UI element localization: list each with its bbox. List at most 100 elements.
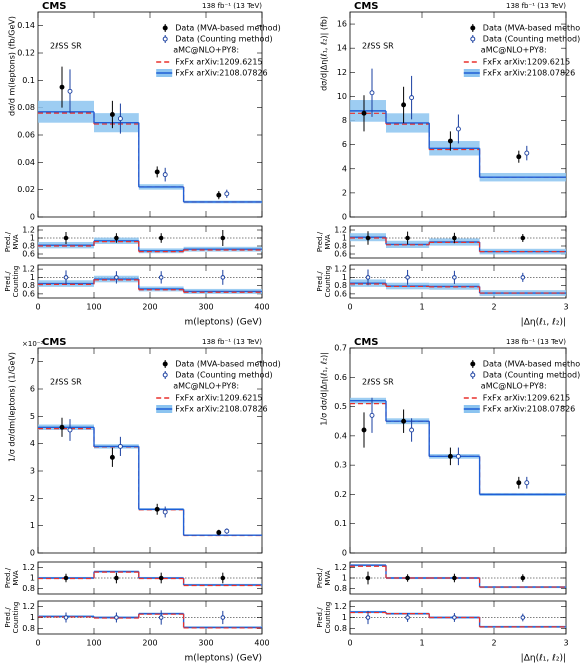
- data-point: [361, 427, 367, 433]
- y-tick-label: 0: [342, 213, 347, 222]
- x-tick-label: 3: [563, 303, 568, 312]
- ratio-data-point: [405, 615, 410, 620]
- y-axis-title: 1/σ dσ/dm(leptons) (1/GeV): [8, 352, 17, 462]
- data-point: [59, 424, 65, 430]
- ratio-data-point: [520, 615, 526, 620]
- x-tick-label: 0: [35, 639, 40, 648]
- ratio-y-title: MVA: [324, 570, 332, 585]
- lumi-label: 138 fb⁻¹ (13 TeV): [506, 338, 566, 346]
- data-point: [455, 126, 461, 132]
- x-tick-label: 2: [491, 639, 496, 648]
- legend-key: [162, 372, 168, 378]
- y-tick-label: 1: [30, 234, 35, 243]
- y-tick-label: 2: [30, 494, 35, 503]
- legend-label: FxFx arXiv:2108.07826: [175, 69, 267, 78]
- y-tick-label: 16: [337, 20, 347, 29]
- x-tick-label: 200: [142, 639, 157, 648]
- y-tick-label: 0.6: [22, 250, 35, 259]
- y-tick-label: 0.08: [17, 103, 35, 112]
- plot-frame: [349, 225, 567, 259]
- data-point: [369, 90, 375, 96]
- data-point: [409, 427, 415, 433]
- y-tick-label: 0.6: [22, 289, 35, 298]
- ratio-y-title: MVA: [12, 234, 20, 249]
- region-label: 2ℓSS SR: [50, 42, 82, 51]
- ratio-y-title: Pred./: [4, 271, 12, 292]
- x-tick-label: 0: [35, 303, 40, 312]
- ratio-y-title: Counting: [12, 266, 20, 298]
- ratio-data-point: [405, 275, 410, 280]
- data-point: [162, 509, 168, 515]
- ratio-data-point: [63, 235, 69, 241]
- y-tick-label: 0.6: [334, 250, 347, 259]
- ratio-data-point: [158, 575, 164, 581]
- cms-label: CMS: [42, 337, 67, 348]
- ratio-data-point: [365, 235, 371, 241]
- ratio-y-title: Counting: [324, 266, 332, 298]
- legend-label: Data (MVA-based method): [175, 360, 281, 369]
- y-tick-label: 0.4: [334, 431, 347, 440]
- y-tick-label: 1.2: [22, 602, 35, 611]
- ratio-data-point: [63, 615, 69, 620]
- ratio-y-title: MVA: [324, 234, 332, 249]
- x-tick-label: 400: [254, 639, 269, 648]
- ratio-data-point: [452, 235, 457, 241]
- x-tick-label: 3: [563, 639, 568, 648]
- data-point: [447, 138, 453, 144]
- axis-multiplier: ×10⁻³: [22, 340, 43, 348]
- data-point: [154, 169, 160, 175]
- y-tick-label: 4: [30, 439, 35, 448]
- legend-key: [162, 25, 168, 31]
- y-tick-label: 0.2: [334, 490, 347, 499]
- legend-label: FxFx arXiv:2108.07826: [175, 405, 267, 414]
- legend-key: [470, 36, 476, 42]
- ratio-y-title: Pred./: [4, 567, 12, 588]
- ratio-data-point: [114, 575, 119, 581]
- ratio-y-title: Pred./: [316, 607, 324, 628]
- y-tick-label: 0.04: [17, 158, 35, 167]
- ratio-data-point: [220, 235, 226, 241]
- y-tick-label: 0.6: [334, 289, 347, 298]
- legend-label: FxFx arXiv:1209.6215: [175, 58, 262, 67]
- y-tick-label: 1: [342, 273, 347, 282]
- data-point: [516, 154, 522, 160]
- ratio-y-title: Pred./: [4, 231, 12, 252]
- y-tick-label: 3: [30, 467, 35, 476]
- legend-header: aMC@NLO+PY8:: [481, 46, 547, 55]
- ratio-data-point: [220, 275, 226, 280]
- x-tick-label: 400: [254, 303, 269, 312]
- x-tick-label: 300: [198, 303, 213, 312]
- y-tick-label: 7: [30, 357, 35, 366]
- data-point: [109, 112, 115, 117]
- y-axis-title: dσ/d|Δη(ℓ₁, ℓ₂)| (fb): [320, 16, 329, 91]
- lumi-label: 138 fb⁻¹ (13 TeV): [506, 2, 566, 10]
- legend-label: Data (MVA-based method): [483, 360, 580, 369]
- ratio-data-point: [520, 235, 526, 241]
- data-point: [67, 88, 73, 94]
- ratio-data-point: [405, 575, 410, 581]
- data-point: [455, 453, 461, 459]
- x-tick-label: 100: [86, 639, 101, 648]
- legend-label: FxFx arXiv:1209.6215: [483, 58, 570, 67]
- y-tick-label: 12: [337, 68, 347, 77]
- y-tick-label: 0.8: [334, 281, 347, 290]
- y-tick-label: 1.2: [334, 265, 347, 274]
- y-tick-label: 0.1: [22, 76, 35, 85]
- y-tick-label: 5: [30, 412, 35, 421]
- legend-label: Data (Counting method): [175, 35, 272, 44]
- region-label: 2ℓSS SR: [362, 42, 394, 51]
- ratio-data-point: [63, 275, 69, 280]
- y-tick-label: 1: [342, 613, 347, 622]
- ratio-data-point: [520, 575, 526, 581]
- legend-label: Data (MVA-based method): [175, 24, 281, 33]
- x-axis-title: |Δη(ℓ₁, ℓ₂)|: [521, 318, 566, 328]
- y-tick-label: 1: [30, 574, 35, 583]
- data-point: [216, 530, 222, 535]
- data-point: [224, 528, 230, 534]
- y-tick-label: 1.2: [334, 602, 347, 611]
- y-tick-label: 10: [337, 92, 347, 101]
- ratio-data-point: [405, 235, 410, 241]
- y-tick-label: 0.02: [17, 185, 35, 194]
- data-point: [524, 480, 530, 486]
